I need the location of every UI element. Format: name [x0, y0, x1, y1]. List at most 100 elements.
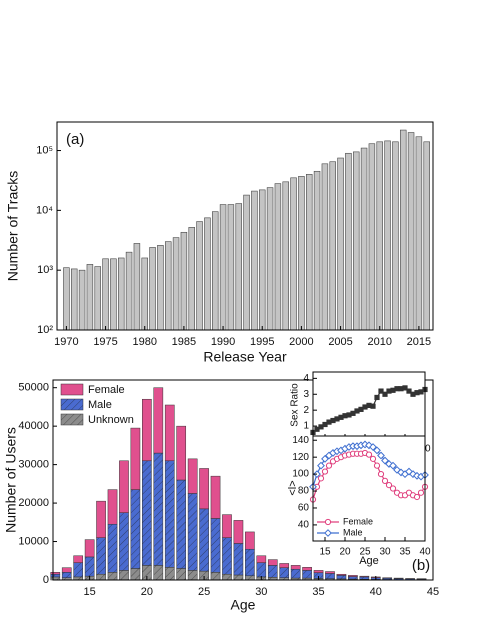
marker: [410, 391, 416, 397]
bar: [125, 251, 133, 331]
bar: [337, 157, 344, 331]
bar: [251, 190, 258, 331]
bar-segment: [50, 572, 61, 575]
bar: [172, 237, 180, 331]
bar-segment: [222, 514, 232, 538]
bar-segment: [142, 398, 152, 462]
bar-segment: [84, 539, 95, 558]
marker: [350, 410, 356, 416]
marker: [377, 471, 385, 478]
bar-segment: [290, 568, 301, 579]
bar-segment: [96, 537, 106, 575]
x-tick-label: 35: [312, 586, 324, 598]
legend-swatch: [60, 413, 84, 426]
marker: [381, 477, 389, 484]
bar-segment: [359, 575, 370, 578]
bar-segment: [256, 562, 267, 578]
y-tick-label: 100: [292, 469, 309, 480]
bar-segment: [50, 573, 61, 578]
marker: [394, 386, 400, 392]
bar-segment: [119, 570, 129, 581]
marker: [406, 388, 412, 394]
bar-segment: [164, 460, 175, 568]
panel-label: (b): [412, 557, 430, 574]
bar: [258, 189, 266, 331]
marker: [389, 461, 397, 470]
bar: [368, 143, 376, 331]
x-tick-label: 1995: [250, 336, 274, 348]
bar: [219, 204, 227, 331]
x-tick-label: 1980: [132, 336, 156, 348]
bar: [196, 221, 203, 331]
marker: [369, 443, 377, 451]
bar-segment: [359, 576, 370, 580]
bar-segment: [245, 531, 255, 550]
x-axis-label: Age: [231, 597, 256, 613]
bar-segment: [382, 577, 393, 579]
y-axis-label: Number of Users: [3, 427, 19, 533]
bar-segment: [279, 567, 290, 578]
x-tick-label: 30: [379, 547, 391, 558]
bar-segment: [153, 565, 164, 581]
bar: [164, 241, 172, 331]
bar-segment: [256, 555, 267, 563]
marker: [365, 451, 373, 458]
x-tick-label: 2010: [367, 336, 391, 348]
bar: [423, 141, 430, 331]
bar: [415, 136, 423, 331]
x-tick-label: 15: [319, 547, 331, 558]
marker: [358, 406, 364, 412]
x-tick-label: 1990: [211, 336, 235, 348]
bar: [70, 268, 78, 331]
bar: [133, 243, 141, 331]
y-tick-label: 10⁵: [36, 144, 53, 156]
bar: [282, 181, 289, 331]
bar-segment: [187, 493, 198, 571]
marker: [334, 416, 340, 422]
x-tick-label: 45: [427, 586, 439, 598]
plot-frame: [312, 435, 426, 542]
bar: [243, 194, 250, 331]
marker: [321, 468, 329, 475]
legend-swatch: [60, 398, 84, 411]
y-tick-label: 10³: [37, 264, 53, 276]
marker: [398, 386, 404, 392]
bar-segment: [245, 575, 255, 581]
x-tick-label: 20: [141, 586, 153, 598]
marker: [381, 456, 389, 465]
bar-segment: [96, 500, 106, 538]
marker: [321, 454, 329, 463]
y-tick-label: 40000: [18, 420, 49, 432]
x-tick-label: 20: [339, 547, 351, 558]
bar: [399, 129, 407, 331]
bar: [345, 152, 352, 331]
y-tick-label: 120: [292, 452, 309, 463]
marker: [314, 426, 320, 432]
y-tick-label: 10²: [37, 324, 53, 336]
bar-segment: [107, 489, 118, 525]
bar: [86, 264, 94, 331]
bar-segment: [336, 575, 347, 580]
marker: [354, 408, 360, 414]
bar-segment: [325, 573, 335, 579]
bar: [94, 266, 101, 331]
marker: [366, 402, 372, 408]
bar-segment: [73, 562, 84, 578]
y-tick-label: 4: [303, 373, 309, 384]
bar-segment: [187, 570, 198, 581]
marker: [317, 461, 325, 470]
bar-segment: [233, 574, 244, 581]
x-tick-label: 2000: [289, 336, 313, 348]
bar-segment: [348, 575, 358, 577]
marker: [390, 387, 396, 393]
marker: [330, 417, 336, 424]
plot-frame: [56, 121, 434, 331]
y-tick-label: 60: [298, 503, 310, 514]
bar-segment: [199, 468, 209, 510]
panel-label: (a): [66, 131, 84, 148]
y-tick-label: 140: [292, 435, 309, 446]
bar: [360, 147, 368, 331]
marker: [326, 419, 332, 425]
bar-segment: [176, 425, 187, 481]
